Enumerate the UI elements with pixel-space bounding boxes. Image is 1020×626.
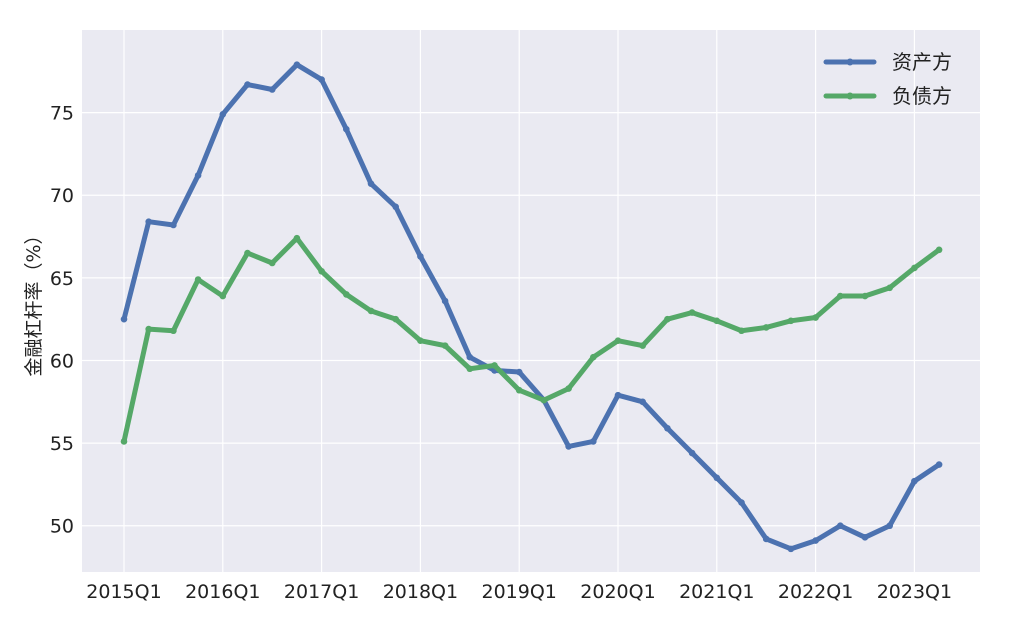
data-point bbox=[515, 386, 523, 394]
data-point bbox=[441, 297, 449, 305]
series-line-0 bbox=[121, 62, 942, 552]
x-tick-label: 2017Q1 bbox=[284, 581, 359, 603]
data-point bbox=[762, 535, 770, 543]
data-point bbox=[911, 477, 918, 485]
x-tick-label: 2022Q1 bbox=[778, 581, 853, 603]
data-point bbox=[417, 253, 424, 260]
x-tick-label: 2015Q1 bbox=[86, 581, 161, 603]
data-point bbox=[491, 362, 498, 369]
legend-label-liability: 负债方 bbox=[892, 84, 952, 108]
data-point bbox=[244, 249, 251, 257]
data-point bbox=[120, 315, 128, 323]
data-point bbox=[664, 315, 671, 323]
y-tick-label: 55 bbox=[50, 433, 74, 455]
x-tick-label: 2019Q1 bbox=[481, 581, 556, 603]
data-point bbox=[515, 368, 523, 376]
data-point bbox=[318, 76, 325, 83]
data-point bbox=[886, 284, 893, 292]
data-point bbox=[392, 203, 400, 211]
x-tick-label: 2018Q1 bbox=[383, 581, 458, 603]
data-point bbox=[688, 309, 696, 316]
data-point bbox=[343, 291, 350, 298]
data-point bbox=[812, 314, 819, 321]
x-tick-label: 2023Q1 bbox=[877, 581, 952, 603]
data-point bbox=[614, 337, 622, 344]
data-point bbox=[713, 317, 721, 325]
data-point bbox=[837, 522, 844, 530]
data-point bbox=[120, 438, 128, 445]
y-tick-label: 60 bbox=[50, 350, 74, 372]
data-point bbox=[738, 499, 745, 506]
x-tick-label: 2020Q1 bbox=[580, 581, 655, 603]
data-point bbox=[837, 292, 844, 300]
data-point bbox=[787, 317, 795, 325]
grid-lines bbox=[82, 30, 980, 572]
data-point bbox=[293, 61, 301, 69]
y-tick-label: 65 bbox=[50, 268, 74, 290]
data-point bbox=[417, 337, 424, 344]
plot-area bbox=[82, 30, 980, 572]
data-point bbox=[713, 474, 721, 482]
series-line-1 bbox=[121, 235, 942, 444]
data-point bbox=[392, 315, 400, 323]
x-tick-label: 2016Q1 bbox=[185, 581, 260, 603]
data-point bbox=[688, 449, 696, 457]
y-tick-label: 70 bbox=[50, 185, 74, 207]
data-point bbox=[664, 424, 671, 432]
data-point bbox=[540, 396, 548, 404]
y-axis-label: 金融杠杆率（%） bbox=[23, 225, 45, 376]
x-tick-label: 2021Q1 bbox=[679, 581, 754, 603]
y-tick-label: 75 bbox=[50, 103, 74, 125]
data-point bbox=[293, 234, 301, 242]
data-point bbox=[194, 276, 202, 283]
data-point bbox=[565, 385, 572, 392]
data-point bbox=[787, 545, 795, 553]
data-point bbox=[441, 342, 449, 349]
x-tick-labels: 2015Q1 2016Q1 2017Q1 2018Q1 2019Q1 2020Q1 2021… bbox=[86, 581, 952, 603]
data-point bbox=[343, 125, 350, 133]
data-point bbox=[935, 461, 943, 468]
data-point bbox=[886, 522, 893, 530]
legend-label-asset: 资产方 bbox=[892, 50, 952, 74]
data-point bbox=[170, 327, 177, 335]
data-point bbox=[935, 246, 943, 254]
legend-marker-liability bbox=[846, 92, 854, 100]
data-point bbox=[219, 292, 227, 300]
data-point bbox=[861, 533, 869, 541]
data-point bbox=[762, 324, 770, 331]
data-point bbox=[318, 267, 325, 275]
legend-marker-asset bbox=[846, 58, 854, 66]
data-point bbox=[194, 172, 202, 179]
data-point bbox=[639, 342, 646, 349]
data-point bbox=[738, 327, 745, 335]
data-point bbox=[145, 218, 152, 225]
data-point bbox=[219, 110, 227, 118]
data-point bbox=[466, 353, 474, 361]
data-point bbox=[268, 86, 276, 93]
data-point bbox=[565, 443, 572, 450]
data-point bbox=[367, 307, 375, 315]
data-point bbox=[639, 398, 646, 406]
data-point bbox=[911, 264, 918, 272]
data-point bbox=[268, 259, 276, 267]
y-tick-label: 50 bbox=[50, 516, 74, 538]
data-point bbox=[590, 353, 597, 361]
data-point bbox=[170, 221, 177, 229]
series-lines bbox=[120, 61, 943, 553]
legend: 资产方 负债方 bbox=[823, 50, 952, 108]
data-point bbox=[614, 391, 622, 399]
data-point bbox=[812, 537, 819, 544]
data-point bbox=[590, 438, 597, 445]
y-tick-labels: 50 55 60 65 70 75 bbox=[50, 103, 74, 538]
data-point bbox=[466, 365, 474, 373]
data-point bbox=[244, 81, 251, 88]
data-point bbox=[861, 292, 869, 300]
data-point bbox=[367, 180, 375, 187]
data-point bbox=[145, 325, 152, 333]
